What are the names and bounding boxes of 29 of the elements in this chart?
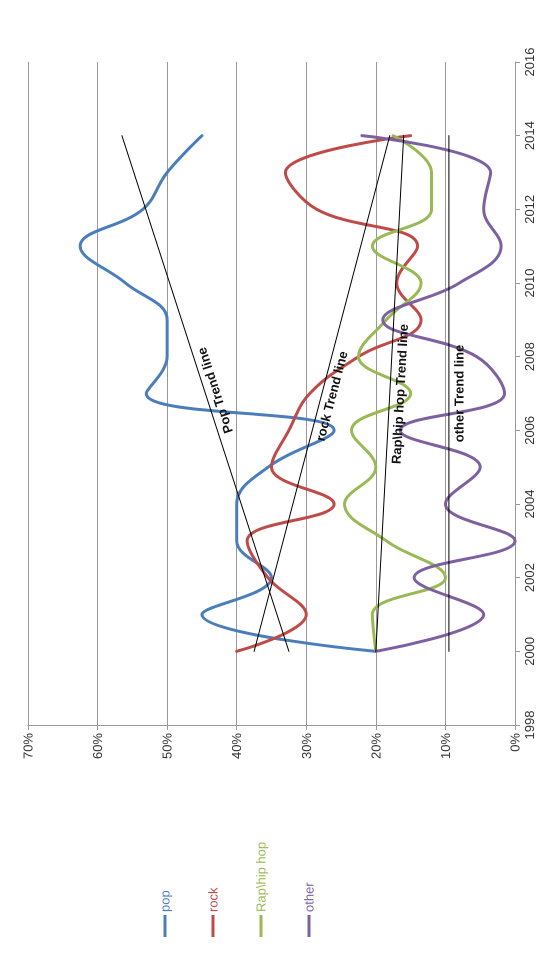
text: other	[302, 882, 316, 912]
y-tick-label: 2014	[522, 121, 537, 150]
y-tick-label: 2006	[522, 416, 537, 445]
x-tick-label: 70%	[20, 732, 36, 760]
x-tick-label: 30%	[298, 732, 314, 760]
y-tick-label: 2016	[522, 48, 537, 76]
x-tick-label: 60%	[90, 732, 106, 760]
y-tick-label: 2004	[522, 490, 537, 518]
x-tick-label: 10%	[438, 732, 453, 760]
x-tick-label: 40%	[229, 732, 244, 760]
text: rock Trend line	[312, 349, 351, 443]
text: Rap\hip hop	[254, 842, 268, 912]
text: pop	[158, 890, 172, 912]
text: Rap\hip hop Trend line	[388, 324, 412, 464]
y-tick-label: 2010	[522, 268, 537, 298]
x-tick-label: 0%	[508, 732, 522, 752]
y-tick-label: 2008	[522, 342, 537, 372]
text: rock	[206, 886, 220, 912]
text: other Trend line	[451, 344, 466, 442]
x-tick-label: 50%	[160, 732, 175, 760]
y-tick-label: 2002	[522, 563, 537, 592]
y-tick-label: 2000	[522, 636, 537, 666]
line-series	[235, 134, 423, 653]
x-tick-label: 20%	[368, 732, 384, 760]
y-tick-label: 2012	[522, 194, 537, 224]
y-tick-label: 1998	[522, 710, 537, 740]
line-series	[360, 134, 516, 653]
line-series	[78, 134, 378, 653]
text: Pop Trend line	[194, 346, 236, 436]
